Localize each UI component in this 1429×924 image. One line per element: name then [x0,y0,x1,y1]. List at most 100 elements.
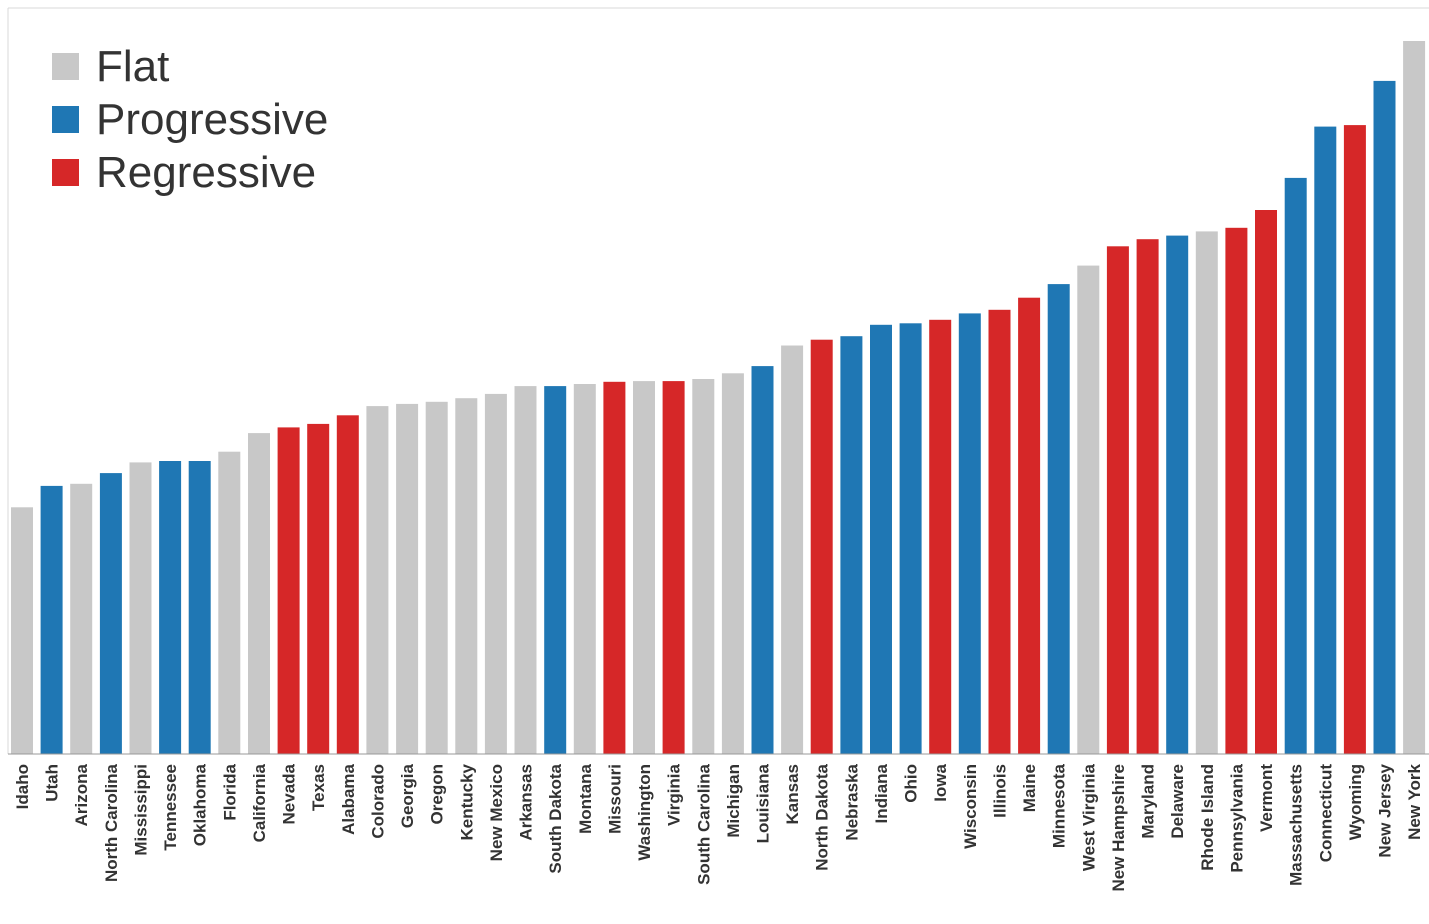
tick-label-massachusetts: Massachusetts [1287,764,1306,886]
tick-label-texas: Texas [309,764,328,811]
tick-label-california: California [250,763,269,842]
tick-label-florida: Florida [220,763,239,820]
tick-label-north-carolina: North Carolina [102,763,121,882]
tick-label-alabama: Alabama [339,763,358,834]
bar-kentucky [455,398,478,754]
tick-label-nebraska: Nebraska [842,763,861,840]
tick-label-connecticut: Connecticut [1316,764,1335,863]
tick-labels-group: Idaho Utah Arizona North Carolina Mississipp… [13,763,1424,891]
bar-montana [573,384,596,754]
tick-label-minnesota: Minnesota [1050,763,1069,848]
bar-indiana [870,324,892,754]
bar-north-dakota [810,339,833,754]
bar-wisconsin [958,313,981,754]
bar-new-york [1403,41,1426,754]
tick-label-wyoming: Wyoming [1346,764,1365,840]
bar-new-hampshire [1106,246,1129,755]
tick-label-pennsylvania: Pennsylvania [1227,763,1246,872]
bar-delaware [1166,235,1189,755]
tick-label-south-carolina: South Carolina [694,763,713,884]
tick-label-georgia: Georgia [398,763,417,828]
bar-south-carolina [692,379,715,754]
tick-label-arkansas: Arkansas [517,764,536,841]
bar-new-jersey [1373,80,1396,754]
bar-nebraska [840,336,863,754]
tick-label-new-york: New York [1405,763,1424,839]
tick-label-kansas: Kansas [783,764,802,824]
bar-oregon [425,401,448,754]
tick-label-tennessee: Tennessee [161,764,180,851]
legend: Flat Progressive Regressive [52,40,328,199]
tick-label-mississippi: Mississippi [132,764,151,856]
bars-group [11,41,1426,755]
bar-michigan [721,373,744,754]
bar-pennsylvania [1225,227,1248,755]
legend-item-progressive: Progressive [52,93,328,146]
tick-label-oklahoma: Oklahoma [191,763,210,846]
tick-label-maine: Maine [1020,764,1039,812]
tick-label-new-hampshire: New Hampshire [1109,764,1128,892]
bar-minnesota [1047,284,1070,754]
tick-label-michigan: Michigan [724,764,743,838]
bar-georgia [396,403,419,754]
bar-kansas [781,345,804,754]
tick-label-north-dakota: North Dakota [813,763,832,870]
tick-label-wisconsin: Wisconsin [961,764,980,849]
bar-colorado [366,406,389,754]
bar-louisiana [751,366,774,754]
tick-label-montana: Montana [576,763,595,833]
bar-west-virginia [1077,265,1100,754]
legend-swatch-regressive [52,159,79,186]
tick-label-south-dakota: South Dakota [546,763,565,873]
tick-label-new-mexico: New Mexico [487,764,506,861]
bar-alabama [336,415,359,754]
tick-label-louisiana: Louisiana [754,763,773,843]
bar-connecticut [1314,126,1337,755]
legend-swatch-flat [52,53,79,80]
tick-label-indiana: Indiana [872,763,891,823]
bar-iowa [929,319,952,754]
bar-tennessee [159,461,182,754]
bar-ohio [899,323,922,754]
tick-label-new-jersey: New Jersey [1376,763,1395,857]
bar-maryland [1136,239,1159,754]
legend-swatch-progressive [52,106,79,133]
tick-label-washington: Washington [635,764,654,861]
bar-oklahoma [188,461,211,754]
legend-item-regressive: Regressive [52,146,328,199]
bar-new-mexico [484,393,507,754]
bar-arizona [70,483,93,754]
tick-label-vermont: Vermont [1257,764,1276,832]
bar-arkansas [514,386,537,754]
bar-wyoming [1343,125,1366,755]
tick-label-illinois: Illinois [991,764,1010,818]
bar-massachusetts [1284,177,1307,754]
legend-item-flat: Flat [52,40,328,93]
bar-idaho [11,507,33,754]
tick-label-idaho: Idaho [13,764,32,809]
tick-label-utah: Utah [43,764,62,802]
bar-maine [1018,297,1041,754]
legend-label-progressive: Progressive [96,94,329,144]
tick-label-virginia: Virginia [665,763,684,826]
bar-illinois [988,309,1011,754]
tick-label-rhode-island: Rhode Island [1198,764,1217,871]
tick-label-iowa: Iowa [931,763,950,801]
tick-label-kentucky: Kentucky [457,763,476,840]
bar-washington [633,381,655,754]
tick-label-ohio: Ohio [902,764,921,803]
bar-south-dakota [544,386,567,754]
bar-virginia [662,381,685,754]
bar-rhode-island [1195,231,1218,754]
legend-label-regressive: Regressive [96,147,317,197]
tick-label-missouri: Missouri [605,764,624,834]
bar-utah [40,485,63,754]
bar-california [248,433,270,754]
tick-label-colorado: Colorado [368,764,387,839]
bar-vermont [1255,210,1277,754]
bar-missouri [603,381,626,754]
bar-florida [218,451,241,754]
tick-label-nevada: Nevada [280,763,299,824]
tick-label-maryland: Maryland [1139,764,1158,839]
